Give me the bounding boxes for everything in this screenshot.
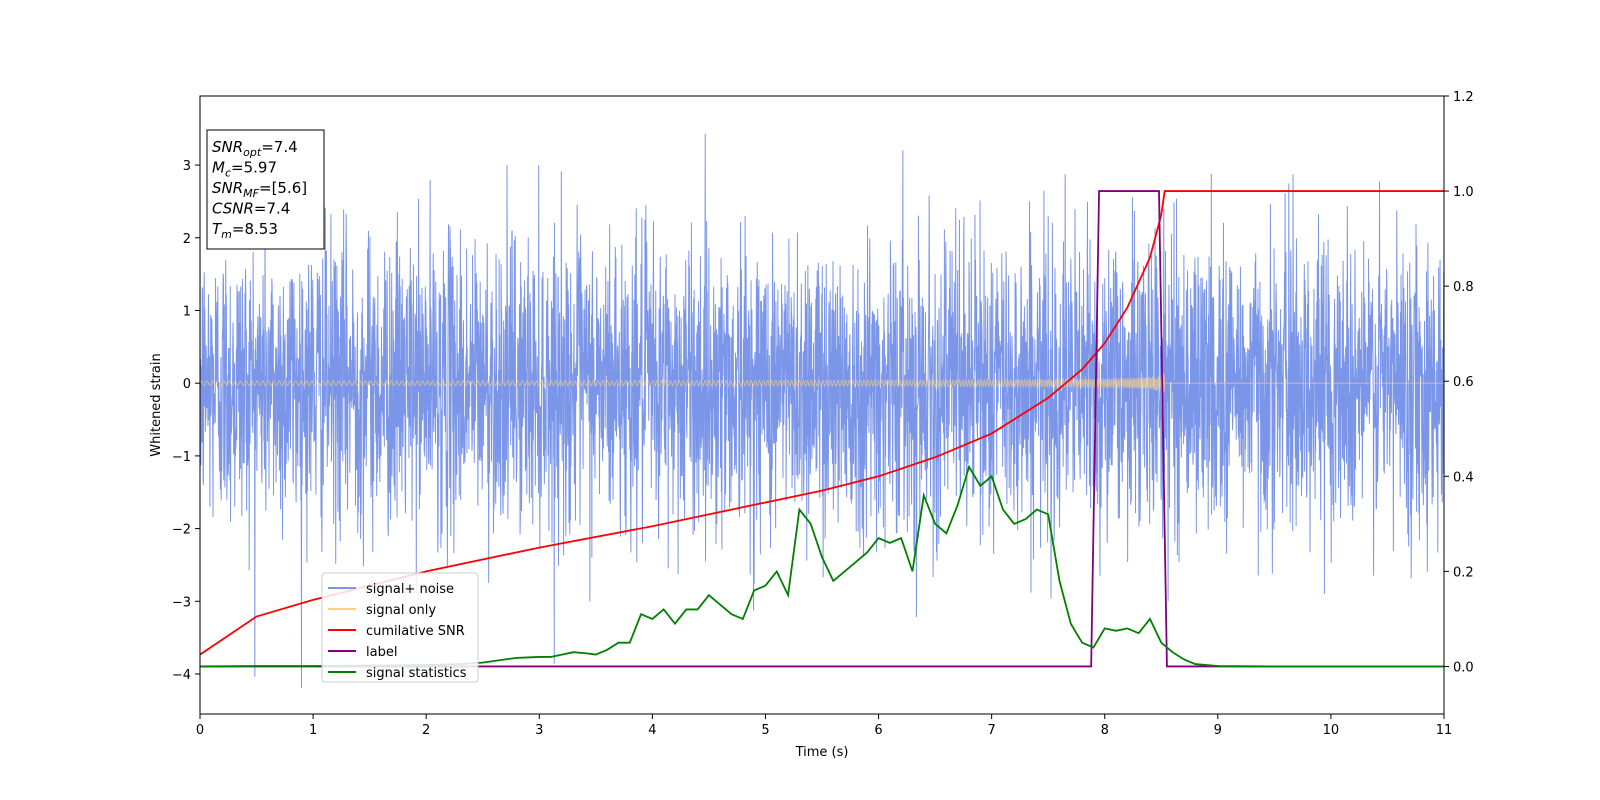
y-left-tick-label: 1 [183, 304, 191, 319]
x-tick-label: 3 [535, 723, 543, 738]
legend-item: label [328, 645, 397, 660]
series-signal-only [200, 373, 1444, 393]
y-right-tick-label: 1.0 [1453, 185, 1474, 200]
info-box-line: Mc=5.97 [212, 159, 277, 180]
y-left-tick-label: 0 [183, 377, 191, 392]
y-left-tick-label: −4 [172, 668, 191, 683]
x-tick-label: 7 [987, 723, 995, 738]
legend-label: signal only [366, 603, 436, 618]
info-box-line: SNRMF=[5.6] [212, 179, 307, 200]
x-tick-label: 5 [761, 723, 769, 738]
y-axis-left: −4 −3 −2 −1 0 1 2 3 [172, 159, 200, 683]
x-tick-label: 11 [1436, 723, 1453, 738]
x-axis-label: Time (s) [795, 745, 849, 760]
x-axis: 0 1 2 3 4 5 6 7 8 9 10 11 [196, 714, 1452, 738]
y-axis-right: 0.0 0.2 0.4 0.6 0.8 1.0 1.2 [1444, 90, 1474, 675]
x-tick-label: 2 [422, 723, 430, 738]
plot-area [200, 133, 1444, 689]
legend: signal+ noise signal only cumilative SNR la… [321, 572, 479, 683]
legend-item: signal+ noise [328, 582, 454, 597]
plot-frame [199, 95, 1445, 715]
legend-label: signal statistics [366, 666, 467, 681]
y-right-tick-label: 0.8 [1453, 280, 1474, 295]
y-right-tick-label: 0.2 [1453, 565, 1474, 580]
legend-item: signal statistics [328, 666, 467, 681]
legend-label: signal+ noise [366, 582, 454, 597]
y-right-tick-label: 0.0 [1453, 660, 1474, 675]
y-left-tick-label: −2 [172, 523, 191, 538]
legend-label: cumilative SNR [366, 624, 465, 639]
series-signal-statistics [200, 464, 1444, 668]
info-box-line: Tm=8.53 [212, 220, 278, 241]
y-right-tick-label: 0.4 [1453, 470, 1474, 485]
legend-label: label [366, 645, 397, 660]
y-left-tick-label: −1 [172, 450, 191, 465]
x-tick-label: 10 [1323, 723, 1340, 738]
y-right-tick-label: 1.2 [1453, 90, 1474, 105]
y-left-tick-label: 2 [183, 232, 191, 247]
series-cumilative-snr [200, 190, 1444, 656]
x-tick-label: 8 [1101, 723, 1109, 738]
y-right-tick-label: 0.6 [1453, 375, 1474, 390]
y-left-tick-label: 3 [183, 159, 191, 174]
x-tick-label: 4 [648, 723, 656, 738]
info-box-line: CSNR=7.4 [212, 200, 290, 218]
x-tick-label: 6 [874, 723, 882, 738]
x-tick-label: 1 [309, 723, 317, 738]
info-box-line: SNRopt=7.4 [212, 138, 298, 159]
x-tick-label: 0 [196, 723, 204, 738]
y-axis-label: Whitened strain [149, 353, 164, 456]
x-tick-label: 9 [1214, 723, 1222, 738]
y-left-tick-label: −3 [172, 595, 191, 610]
legend-item: signal only [328, 603, 436, 618]
legend-item: cumilative SNR [328, 624, 465, 639]
